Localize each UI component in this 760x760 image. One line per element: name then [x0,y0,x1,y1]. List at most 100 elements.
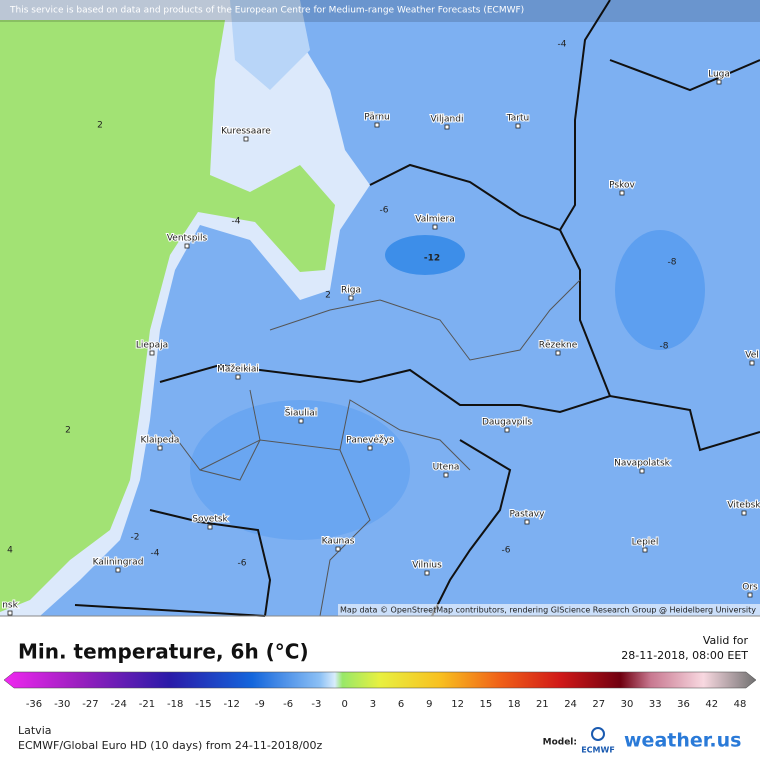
colorbar-tick-label: 30 [621,699,634,710]
city-marker [639,468,645,474]
colorbar-tick-label: 27 [592,699,605,710]
brand: weather.us [624,730,741,752]
city-marker [444,124,450,130]
city-label: Lepiel [632,538,659,548]
city-marker [367,445,373,451]
colorbar-tick-label: 9 [426,699,432,710]
contour-label: -12 [424,254,440,264]
border [159,363,760,452]
colorbar-tick-label: 6 [398,699,404,710]
contour-label: -4 [151,549,160,559]
border [609,59,760,92]
city-label: Luga [708,70,730,80]
city-label: Riga [341,286,361,296]
city-label: Valmiera [415,215,455,225]
contour-label: -8 [660,342,669,352]
region-borders [169,279,581,617]
region-border [169,389,261,481]
colorbar-tick-label: 42 [705,699,718,710]
valid-time: 28-11-2018, 08:00 EET [621,649,748,662]
country-borders [74,0,760,617]
colorbar-tick-label: -9 [255,699,265,710]
city-label: Kaliningrad [93,558,144,568]
city-marker [619,190,625,196]
colorbar-tick-label: -30 [54,699,70,710]
city-marker [348,295,354,301]
city-marker [7,610,13,616]
attribution-background [338,604,760,616]
contour-label: 2 [65,426,71,436]
city-marker [424,570,430,576]
city-marker [716,79,722,85]
cold-patch [190,400,410,540]
city-marker [555,350,561,356]
cold-patch [385,235,465,275]
city-marker [149,350,155,356]
city-marker [157,445,163,451]
colorbar-tick-label: 12 [451,699,464,710]
city-label: Rēzekne [539,341,578,351]
island-zone [230,0,310,90]
border [559,229,611,397]
attribution: Map data © OpenStreetMap contributors, r… [340,606,756,615]
city-marker [235,374,241,380]
city-label: Navapolatsk [614,459,671,469]
city-label: Mažeikiai [217,365,259,375]
legend-title: Min. temperature, 6h (°C) [18,640,309,664]
colorbar-tick-label: -21 [139,699,155,710]
city-marker [642,547,648,553]
colorbar-tick-label: 0 [341,699,347,710]
colorbar-tick-label: -36 [26,699,42,710]
colorbar-tick-label: 24 [564,699,577,710]
colorbar-tick-label: -24 [111,699,127,710]
city-marker [747,592,753,598]
city-marker [207,524,213,530]
city-label: Pskov [609,181,635,191]
city-label: Šiauliai [285,407,317,419]
city-marker [515,123,521,129]
contour-label: -6 [238,559,247,569]
city-label: Sovetsk [192,515,228,525]
contour-label: -4 [232,217,241,227]
contour-label: -8 [668,258,677,268]
cold-patch [615,230,705,350]
contour-label: 2 [97,121,103,131]
border [431,439,512,617]
model-run: ECMWF/Global Euro HD (10 days) from 24-1… [18,739,323,752]
city-marker [741,510,747,516]
border [74,604,266,617]
city-label: Pastavy [510,510,546,520]
city-label: Kuressaare [221,127,271,137]
city-label: Ors [742,583,758,593]
contour-label: 4 [7,546,13,556]
city-label: Pärnu [364,113,390,123]
city-label: Kaunas [322,537,355,547]
city-marker [335,546,341,552]
colorbar-tick-label: -12 [224,699,240,710]
region-border [319,449,371,617]
model-name: ECMWF [581,746,615,755]
sea-warm-zone [0,20,335,612]
ecmwf-logo [591,727,605,741]
city-marker [374,122,380,128]
contour-label: -4 [558,40,567,50]
colorbar-tick-label: -27 [82,699,98,710]
border [149,509,272,617]
city-label: Vel [745,351,759,361]
city-label: Panevėžys [346,436,394,446]
colorbar-tick-label: 48 [734,699,747,710]
city-label: Viljandi [431,115,464,125]
colorbar-tick-label: -15 [195,699,211,710]
city-label: Utena [433,463,460,473]
colorbar-tick-label: 33 [649,699,662,710]
city-label: Ventspils [167,234,208,244]
colorbar-tick-label: -3 [311,699,321,710]
city-label: Klaipeda [141,436,180,446]
colorbar-tick-label: 18 [508,699,521,710]
region: Latvia [18,724,52,737]
city-marker [184,243,190,249]
contour-label: 2 [325,291,331,301]
city-label: Liepaja [136,341,168,351]
city-label: Daugavpils [482,418,532,428]
